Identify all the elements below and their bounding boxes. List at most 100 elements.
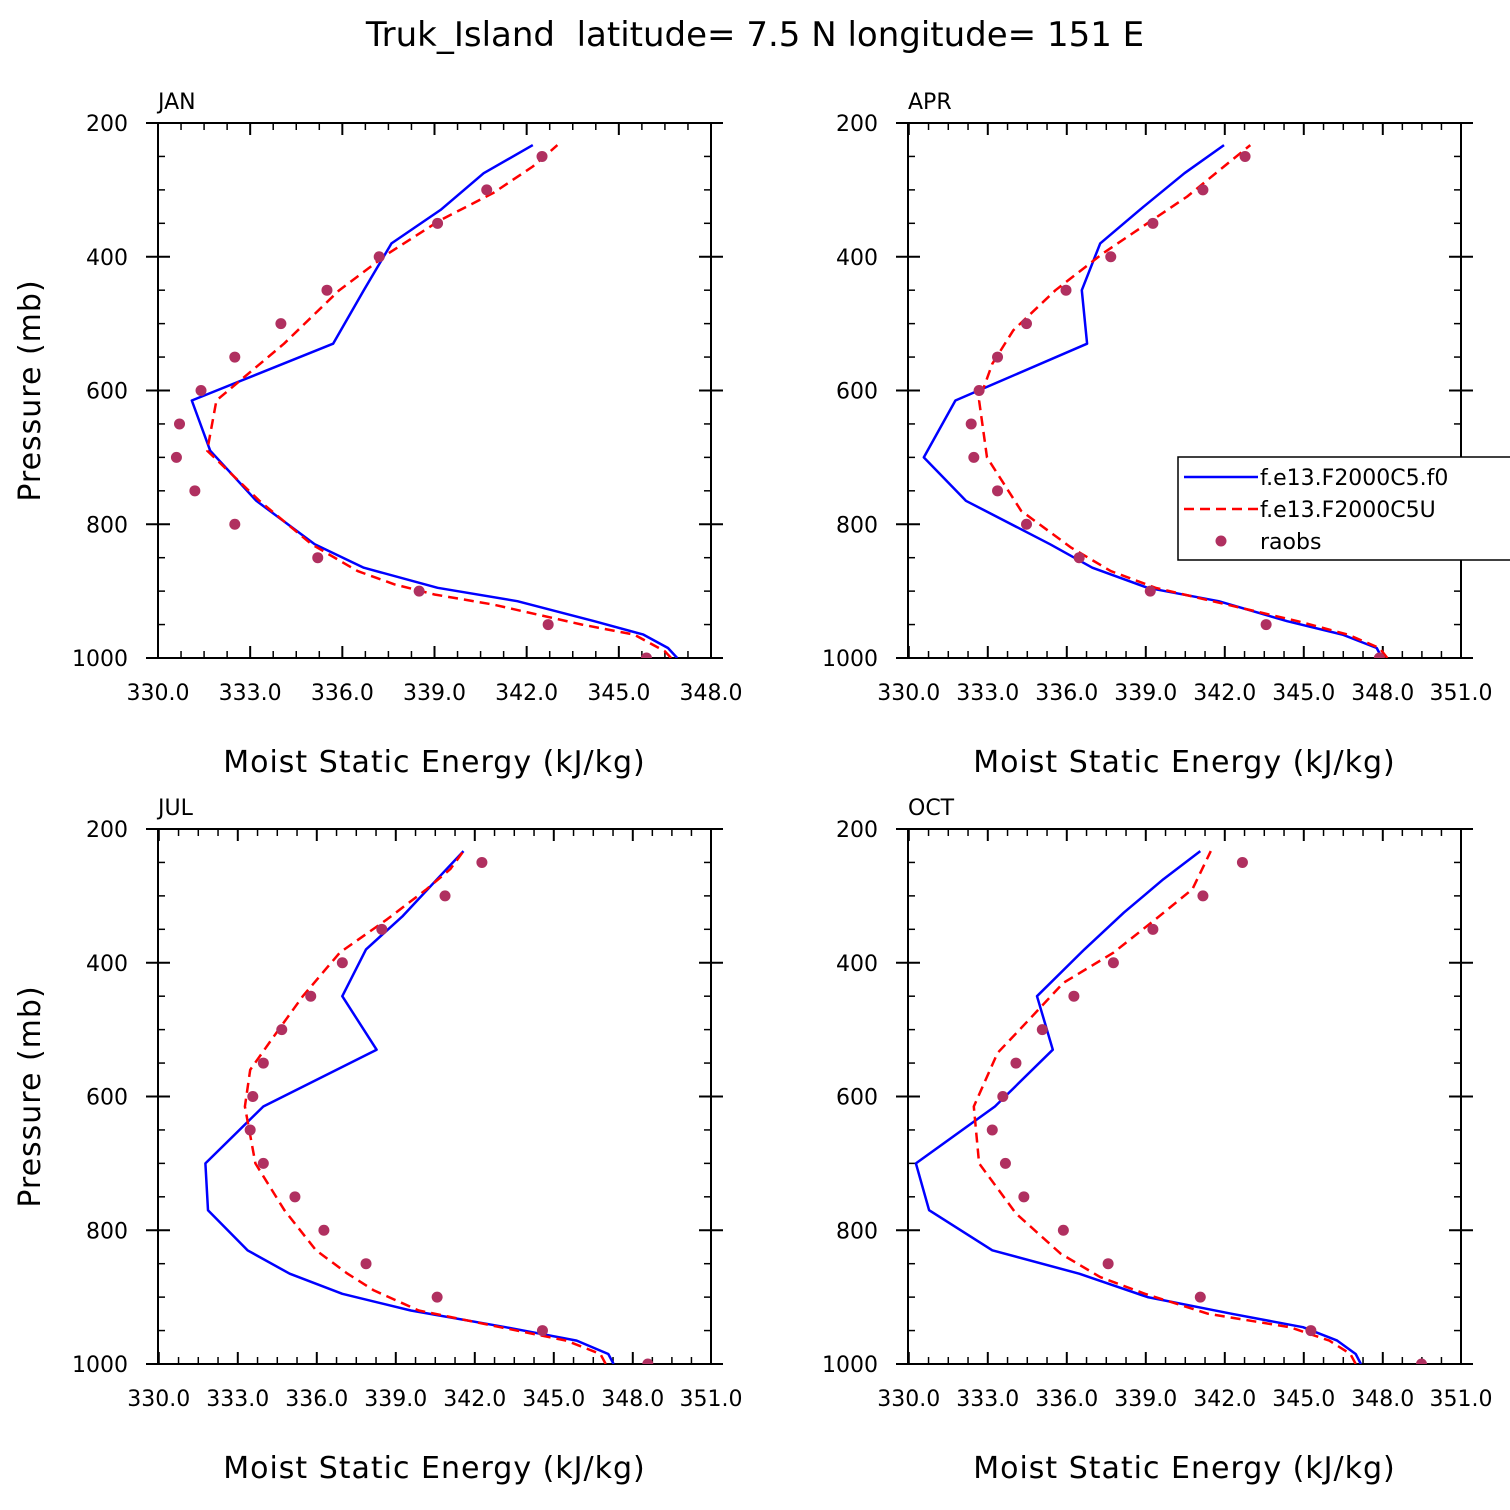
raobs-point	[432, 217, 444, 229]
raobs-point	[992, 485, 1004, 497]
x-tick-label: 345.0	[1272, 1387, 1335, 1412]
raobs-point	[640, 652, 652, 658]
raobs-point	[1073, 552, 1085, 564]
x-tick-label: 348.0	[1351, 681, 1414, 706]
raobs-point	[321, 284, 333, 296]
x-axis-label: Moist Static Energy (kJ/kg)	[223, 1451, 646, 1486]
raobs-point	[1147, 217, 1159, 229]
raobs-point	[1197, 184, 1209, 196]
raobs-point	[536, 150, 548, 162]
y-tick-label: 1000	[822, 1353, 878, 1378]
x-tick-label: 333.0	[219, 681, 282, 706]
raobs-point	[305, 990, 317, 1002]
legend-entry-raobs: raobs	[1260, 530, 1321, 555]
series-line-f-e13-f2000c5-f0	[922, 144, 1384, 658]
x-tick-label: 339.0	[403, 681, 466, 706]
raobs-point	[373, 251, 385, 263]
y-tick-label: 800	[836, 1219, 878, 1244]
raobs-point	[1416, 1358, 1427, 1364]
raobs-point	[229, 518, 241, 530]
raobs-point	[229, 351, 241, 363]
panel-label: OCT	[908, 796, 955, 821]
y-tick-label: 200	[86, 818, 128, 843]
x-tick-label: 342.0	[1193, 1387, 1256, 1412]
raobs-point	[1021, 318, 1032, 330]
raobs-point	[247, 1091, 259, 1102]
raobs-point	[174, 418, 186, 430]
x-tick-label: 336.0	[1035, 681, 1098, 706]
x-tick-label: 351.0	[680, 1387, 743, 1412]
raobs-point	[195, 385, 207, 396]
x-tick-label: 333.0	[956, 681, 1019, 706]
raobs-point	[413, 585, 425, 597]
raobs-point	[289, 1191, 301, 1203]
raobs-point	[1194, 1291, 1206, 1303]
raobs-point	[965, 418, 977, 430]
raobs-point	[999, 1157, 1011, 1169]
x-tick-label: 342.0	[1193, 681, 1256, 706]
plot-frame	[157, 122, 712, 659]
series-line-f-e13-f2000c5-f0	[914, 850, 1363, 1364]
raobs-point	[170, 451, 182, 463]
legend-swatch-raobs	[1215, 535, 1227, 547]
raobs-point	[536, 1325, 548, 1337]
plot-frame	[907, 122, 1462, 659]
x-axis-label: Moist Static Energy (kJ/kg)	[973, 745, 1396, 780]
x-tick-label: 351.0	[1430, 681, 1493, 706]
x-tick-label: 330.0	[877, 1387, 940, 1412]
x-tick-label: 351.0	[1430, 1387, 1493, 1412]
panel-apr: 330.0 333.0 336.0 339.0 342.0 345.0 348.0 351.0…	[822, 90, 1492, 780]
x-tick-label: 330.0	[127, 681, 190, 706]
x-tick-label: 348.0	[601, 1387, 664, 1412]
y-tick-label: 400	[836, 952, 878, 977]
raobs-point	[244, 1124, 256, 1136]
raobs-point	[189, 485, 201, 497]
panel-jul: 330.0 333.0 336.0 339.0 342.0 345.0 348.0 351.0…	[13, 796, 742, 1486]
x-tick-label: 339.0	[1114, 1387, 1177, 1412]
x-tick-label: 339.0	[1114, 681, 1177, 706]
y-tick-label: 800	[86, 1219, 128, 1244]
raobs-point	[318, 1224, 330, 1236]
raobs-point	[1105, 251, 1117, 263]
series-line-f-e13-f2000c5-f0	[190, 144, 679, 658]
panel-oct: 330.0 333.0 336.0 339.0 342.0 345.0 348.0 351.0…	[822, 796, 1492, 1486]
raobs-point	[1036, 1024, 1048, 1036]
y-tick-label: 800	[836, 513, 878, 538]
x-tick-label: 330.0	[877, 681, 940, 706]
y-axis-label: Pressure (mb)	[13, 279, 48, 501]
raobs-point	[1010, 1057, 1022, 1069]
y-tick-label: 600	[836, 380, 878, 405]
panel-label: APR	[908, 90, 952, 115]
raobs-point	[275, 318, 287, 330]
raobs-point	[986, 1124, 998, 1136]
x-tick-label: 333.0	[206, 1387, 269, 1412]
y-tick-label: 800	[86, 513, 128, 538]
series-line-f-e13-f2000c5u	[243, 850, 607, 1364]
legend: f.e13.F2000C5.f0 f.e13.F2000C5U raobs	[1177, 456, 1510, 561]
panel-jan: 330.0 333.0 336.0 339.0 342.0 345.0 348.0 200 40…	[13, 90, 742, 780]
series-line-f-e13-f2000c5-f0	[204, 850, 615, 1364]
x-tick-label: 348.0	[680, 681, 743, 706]
y-tick-label: 200	[86, 112, 128, 137]
raobs-point	[257, 1157, 269, 1169]
x-axis-label: Moist Static Energy (kJ/kg)	[223, 745, 646, 780]
raobs-point	[1107, 957, 1119, 969]
raobs-point	[257, 1057, 269, 1069]
x-axis-label: Moist Static Energy (kJ/kg)	[973, 1451, 1396, 1486]
panels: 330.0 333.0 336.0 339.0 342.0 345.0 348.0 200 40…	[13, 90, 1510, 1486]
legend-entry-f-e13-f2000c5-f0: f.e13.F2000C5.f0	[1260, 466, 1448, 491]
x-tick-label: 345.0	[522, 1387, 585, 1412]
raobs-point	[336, 957, 348, 969]
x-tick-label: 342.0	[443, 1387, 506, 1412]
raobs-point	[439, 890, 451, 902]
raobs-point	[431, 1291, 443, 1303]
plot-frame	[157, 828, 712, 1365]
raobs-point	[642, 1358, 654, 1364]
y-tick-label: 200	[836, 112, 878, 137]
raobs-point	[276, 1024, 288, 1036]
raobs-point	[1057, 1224, 1069, 1236]
x-tick-label: 336.0	[1035, 1387, 1098, 1412]
raobs-point	[1197, 890, 1209, 902]
figure-title: Truk_Island latitude= 7.5 N longitude= 1…	[365, 15, 1144, 55]
